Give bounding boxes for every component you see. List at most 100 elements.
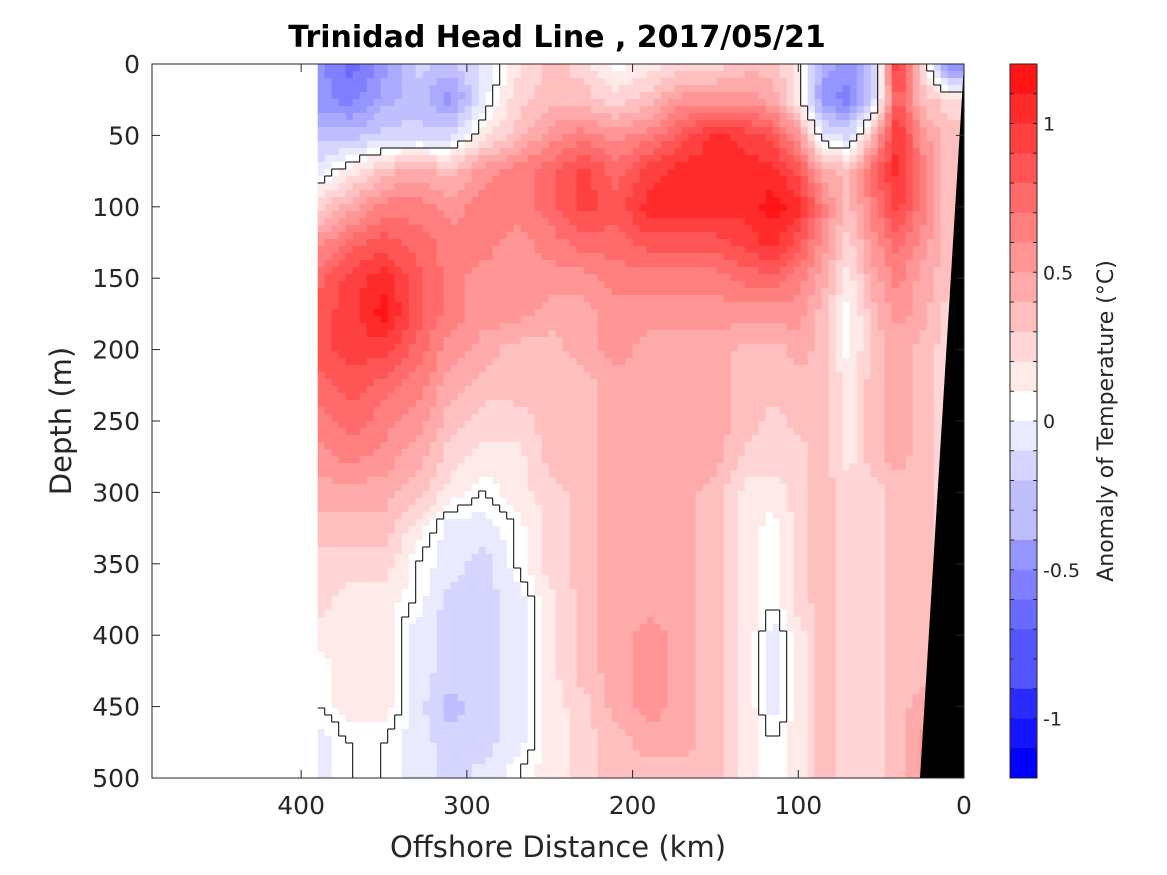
field-cell [695, 414, 704, 422]
field-cell [905, 393, 914, 401]
field-cell [618, 309, 627, 317]
field-cell [940, 316, 949, 324]
field-cell [604, 92, 613, 100]
field-cell [667, 183, 676, 191]
field-cell [513, 134, 522, 142]
field-cell [660, 253, 669, 261]
field-cell [366, 141, 375, 149]
field-cell [842, 190, 851, 198]
field-cell [604, 78, 613, 86]
field-cell [828, 141, 837, 149]
field-cell [457, 71, 466, 79]
field-cell [436, 407, 445, 415]
field-cell [653, 337, 662, 345]
field-cell [632, 393, 641, 401]
field-cell [793, 239, 802, 247]
field-cell [534, 372, 543, 380]
field-cell [709, 99, 718, 107]
field-cell [856, 351, 865, 359]
field-cell [618, 120, 627, 128]
field-cell [828, 183, 837, 191]
field-cell [744, 120, 753, 128]
field-cell [352, 344, 361, 352]
field-cell [541, 218, 550, 226]
field-cell [863, 155, 872, 163]
field-cell [632, 344, 641, 352]
field-cell [618, 274, 627, 282]
field-cell [387, 400, 396, 408]
field-cell [765, 323, 774, 331]
field-cell [464, 407, 473, 415]
field-cell [562, 274, 571, 282]
field-cell [765, 288, 774, 296]
field-cell [821, 204, 830, 212]
field-cell [576, 78, 585, 86]
field-cell [387, 218, 396, 226]
field-cell [436, 106, 445, 114]
field-cell [737, 99, 746, 107]
field-cell [940, 190, 949, 198]
field-cell [373, 232, 382, 240]
field-cell [667, 302, 676, 310]
field-cell [429, 134, 438, 142]
field-cell [849, 71, 858, 79]
field-cell [940, 365, 949, 373]
field-cell [415, 428, 424, 436]
field-cell [492, 260, 501, 268]
field-cell [744, 281, 753, 289]
field-cell [597, 309, 606, 317]
field-cell [457, 120, 466, 128]
field-cell [331, 407, 340, 415]
field-cell [765, 267, 774, 275]
field-cell [499, 379, 508, 387]
field-cell [534, 393, 543, 401]
field-cell [513, 225, 522, 233]
field-cell [786, 106, 795, 114]
field-cell [807, 85, 816, 93]
field-cell [737, 428, 746, 436]
field-cell [625, 330, 634, 338]
field-cell [499, 344, 508, 352]
field-cell [898, 400, 907, 408]
field-cell [814, 141, 823, 149]
field-cell [499, 225, 508, 233]
field-cell [835, 78, 844, 86]
field-cell [429, 386, 438, 394]
field-cell [604, 99, 613, 107]
field-cell [863, 183, 872, 191]
field-cell [723, 246, 732, 254]
field-cell [429, 232, 438, 240]
field-cell [933, 225, 942, 233]
field-cell [450, 218, 459, 226]
field-cell [765, 71, 774, 79]
field-cell [520, 414, 529, 422]
field-cell [898, 386, 907, 394]
field-cell [919, 393, 928, 401]
field-cell [765, 120, 774, 128]
field-cell [590, 183, 599, 191]
field-cell [352, 71, 361, 79]
field-cell [912, 358, 921, 366]
field-cell [597, 176, 606, 184]
field-cell [331, 358, 340, 366]
field-cell [352, 288, 361, 296]
field-cell [366, 302, 375, 310]
field-cell [821, 288, 830, 296]
field-cell [324, 141, 333, 149]
field-cell [317, 120, 326, 128]
field-cell [541, 239, 550, 247]
field-cell [464, 428, 473, 436]
field-cell [793, 400, 802, 408]
field-cell [772, 407, 781, 415]
field-cell [828, 316, 837, 324]
field-cell [779, 113, 788, 121]
field-cell [765, 85, 774, 93]
field-cell [737, 155, 746, 163]
field-cell [576, 309, 585, 317]
field-cell [611, 197, 620, 205]
field-cell [919, 267, 928, 275]
field-cell [667, 351, 676, 359]
field-cell [828, 71, 837, 79]
field-cell [548, 379, 557, 387]
field-cell [506, 71, 515, 79]
